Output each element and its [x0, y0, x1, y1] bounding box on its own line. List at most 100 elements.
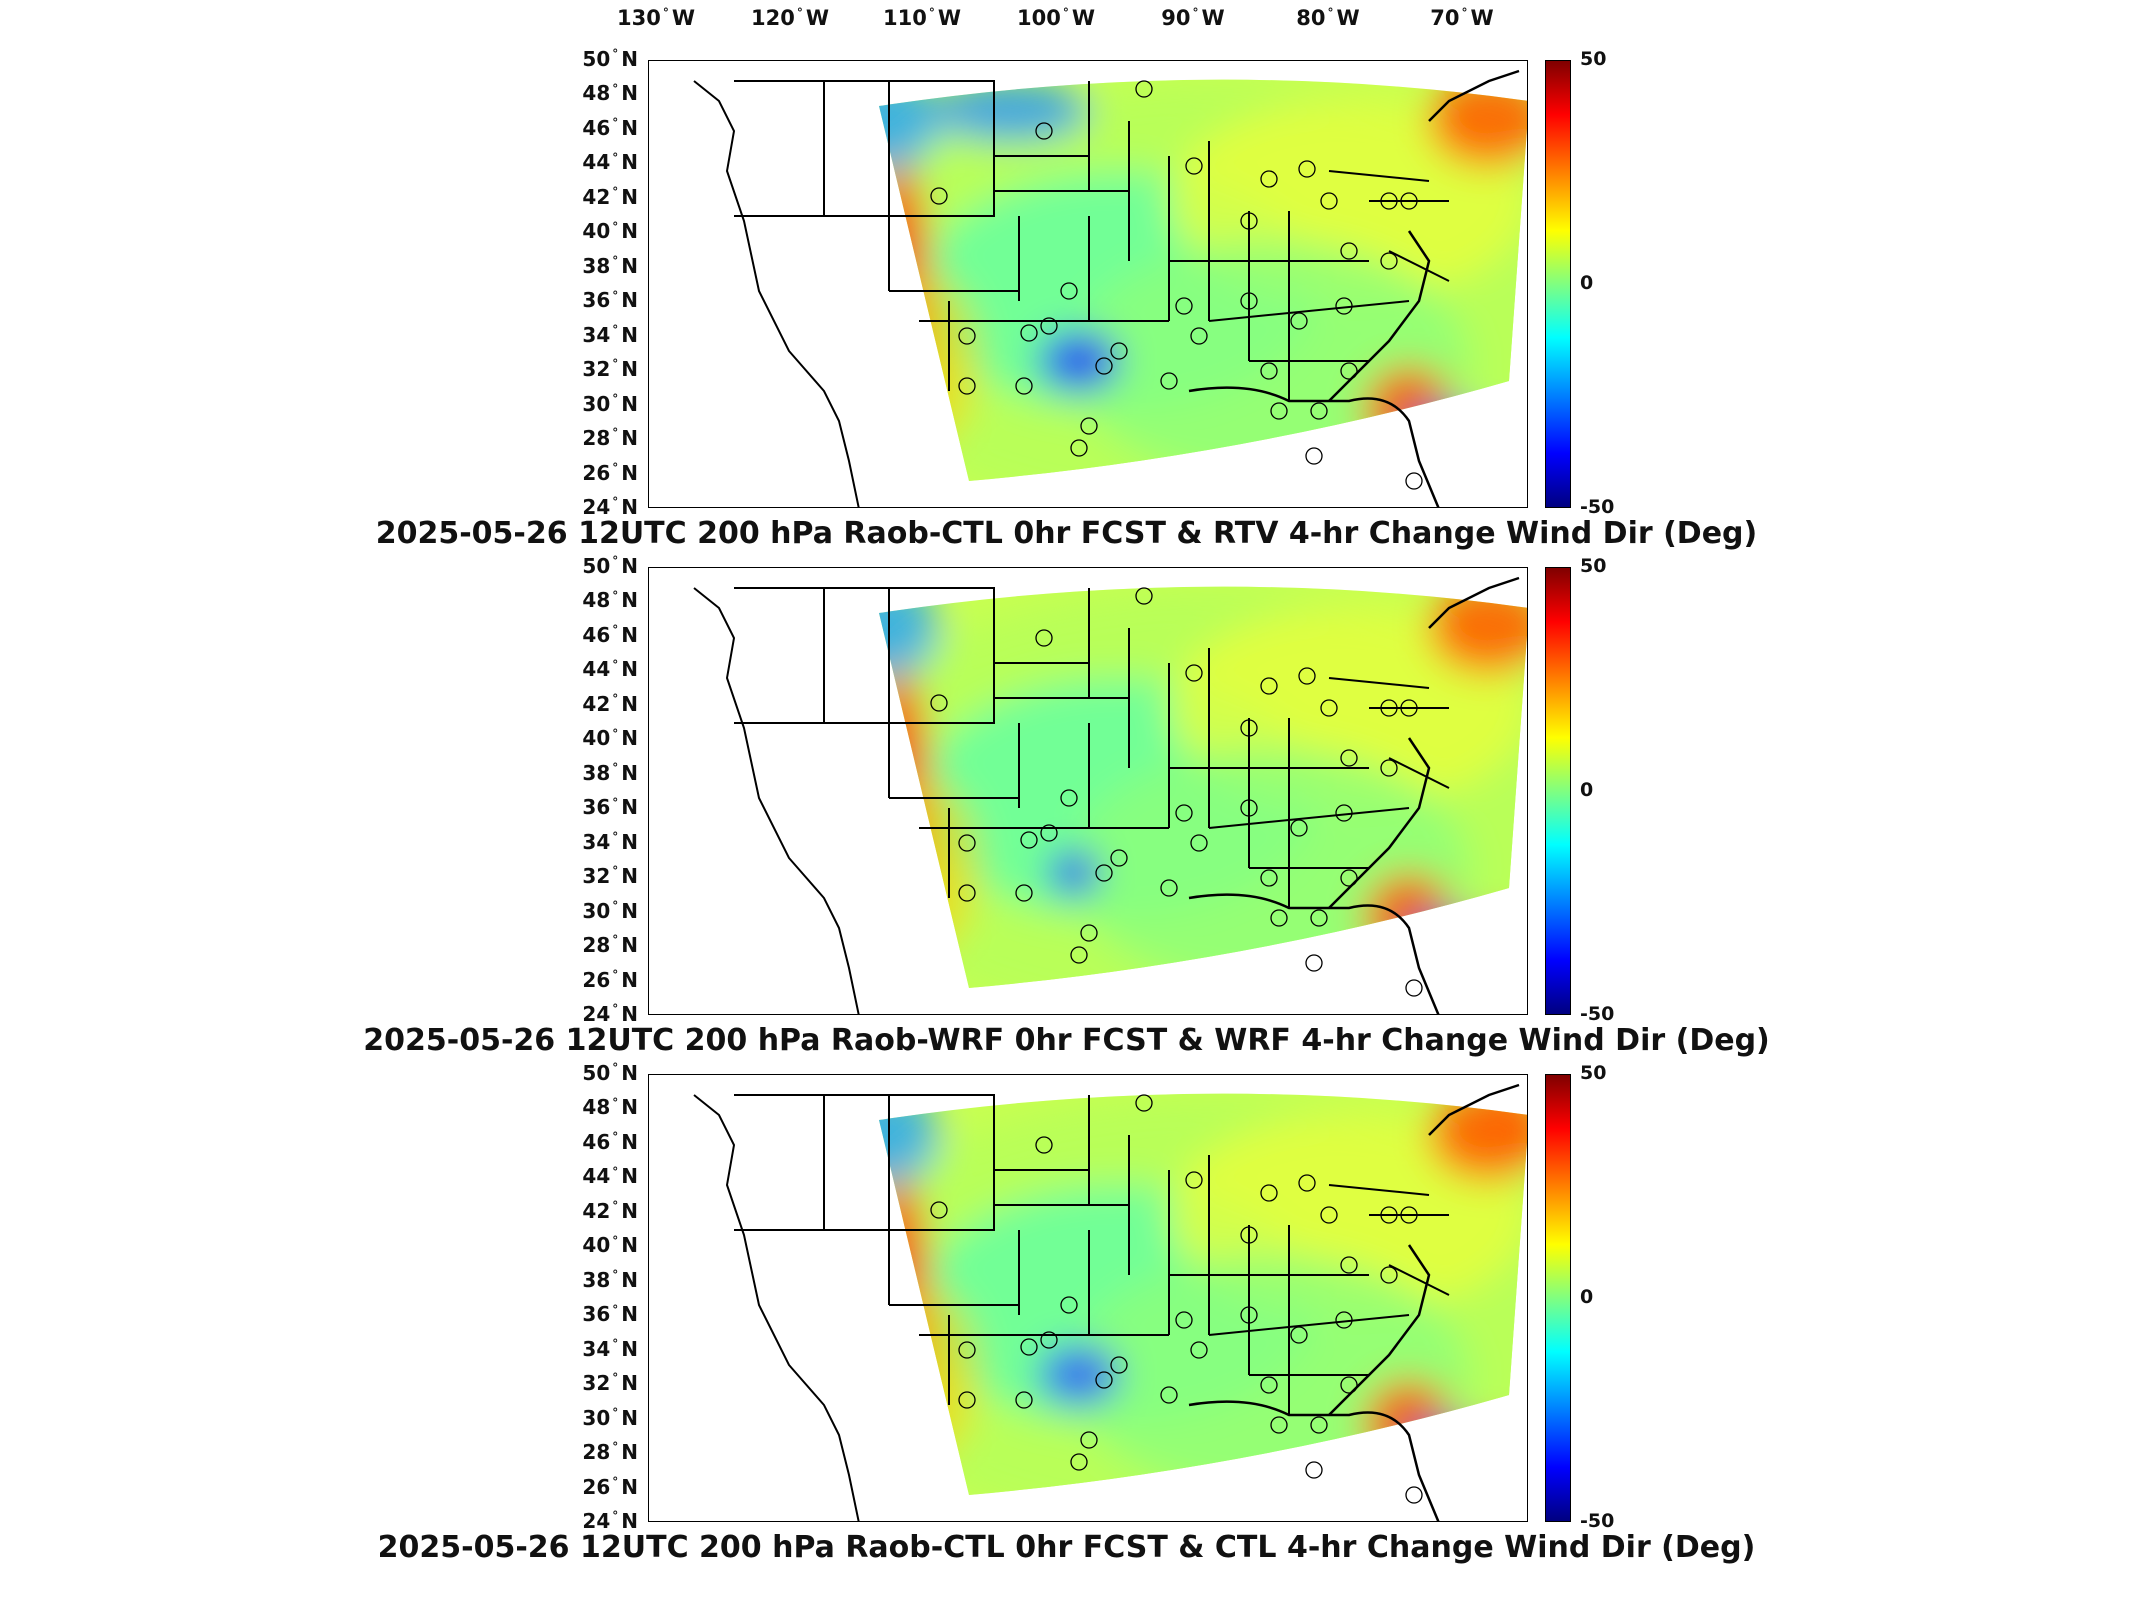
raob-station-marker: [1020, 324, 1038, 342]
colorbar-tick-label: 0: [1580, 1286, 1594, 1308]
lat-label: 34 ° N: [582, 322, 638, 347]
raob-station-marker: [1160, 879, 1178, 897]
panel-title: 2025-05-26 12UTC 200 hPa Raob-CTL 0hr FC…: [377, 1530, 1756, 1565]
lat-label: 36 ° N: [582, 1302, 638, 1327]
lat-label: 24 ° N: [582, 495, 638, 519]
lat-label: 28 ° N: [582, 1440, 638, 1465]
raob-station-marker: [1400, 192, 1418, 210]
raob-station-marker: [1305, 1461, 1323, 1479]
lat-label: 34 ° N: [582, 1336, 638, 1361]
colorbar-tick-label: -50: [1580, 1003, 1615, 1025]
raob-station-marker: [1080, 417, 1098, 435]
raob-station-marker: [1340, 242, 1358, 260]
raob-station-marker: [1080, 924, 1098, 942]
raob-station-marker: [1110, 342, 1128, 360]
raob-station-marker: [1190, 1341, 1208, 1359]
panel-title: 2025-05-26 12UTC 200 hPa Raob-WRF 0hr FC…: [363, 1023, 1770, 1058]
raob-station-marker: [1060, 282, 1078, 300]
raob-station-marker: [1185, 1171, 1203, 1189]
raob-station-marker: [1305, 447, 1323, 465]
raob-station-marker: [958, 1391, 976, 1409]
raob-station-marker: [1135, 1094, 1153, 1112]
raob-station-marker: [1040, 1331, 1058, 1349]
raob-station-marker: [1240, 212, 1258, 230]
map-plot-area: [648, 1074, 1528, 1522]
raob-station-marker: [930, 694, 948, 712]
raob-station-marker: [1340, 869, 1358, 887]
raob-station-marker: [1240, 1306, 1258, 1324]
raob-station-marker: [1380, 192, 1398, 210]
lat-label: 42 ° N: [582, 1198, 638, 1223]
raob-station-marker: [1160, 1386, 1178, 1404]
lat-label: 50 ° N: [582, 47, 638, 71]
raob-station-marker: [1135, 587, 1153, 605]
lat-label: 26 ° N: [582, 460, 638, 485]
raob-station-marker: [1298, 160, 1316, 178]
raob-station-marker: [1305, 954, 1323, 972]
colorbar: [1545, 1074, 1571, 1522]
lat-label: 44 ° N: [582, 1164, 638, 1189]
lon-label: 130 ° W: [616, 6, 696, 30]
raob-station-marker: [1190, 327, 1208, 345]
lat-label: 32 ° N: [582, 357, 638, 382]
lat-label: 24 ° N: [582, 1509, 638, 1533]
raob-station-marker: [1340, 1376, 1358, 1394]
raob-station-marker: [1260, 869, 1278, 887]
raob-station-marker: [1070, 946, 1088, 964]
lat-label: 42 ° N: [582, 691, 638, 716]
raob-station-marker: [1060, 1296, 1078, 1314]
raob-station-marker: [1260, 362, 1278, 380]
colorbar-tick-label: -50: [1580, 1510, 1615, 1532]
lat-label: 28 ° N: [582, 933, 638, 958]
raob-station-marker: [1185, 664, 1203, 682]
lon-label: 70 ° W: [1430, 6, 1494, 30]
raob-station-marker: [1095, 864, 1113, 882]
raob-station-marker: [1175, 1311, 1193, 1329]
lon-label: 90 ° W: [1161, 6, 1225, 30]
raob-station-marker: [1240, 799, 1258, 817]
lat-label: 34 ° N: [582, 829, 638, 854]
raob-station-marker: [1405, 979, 1423, 997]
raob-station-marker: [1095, 1371, 1113, 1389]
lat-label: 44 ° N: [582, 657, 638, 682]
colorbar-tick-label: 50: [1580, 555, 1607, 577]
raob-station-marker: [1335, 1311, 1353, 1329]
lat-label: 26 ° N: [582, 967, 638, 992]
lat-label: 24 ° N: [582, 1002, 638, 1026]
raob-station-marker: [958, 377, 976, 395]
colorbar-tick-label: -50: [1580, 496, 1615, 518]
map-plot-area: [648, 567, 1528, 1015]
raob-station-marker: [1240, 292, 1258, 310]
lat-label: 48 ° N: [582, 1095, 638, 1120]
raob-station-marker: [1298, 1174, 1316, 1192]
raob-station-marker: [1310, 1416, 1328, 1434]
lat-label: 40 ° N: [582, 1233, 638, 1258]
raob-station-marker: [1405, 1486, 1423, 1504]
colorbar-tick-label: 0: [1580, 779, 1594, 801]
raob-station-marker: [958, 327, 976, 345]
raob-station-marker: [1240, 1226, 1258, 1244]
raob-station-marker: [1035, 1136, 1053, 1154]
lat-label: 30 ° N: [582, 1405, 638, 1430]
longitude-axis: 130 ° W 120 ° W 110 ° W 100 ° W 90 ° W 80 ° W 70 ° W: [0, 0, 2133, 40]
raob-station-marker: [1110, 1356, 1128, 1374]
lat-label: 48 ° N: [582, 588, 638, 613]
raob-station-marker: [1135, 80, 1153, 98]
lat-label: 46 ° N: [582, 622, 638, 647]
raob-station-marker: [958, 884, 976, 902]
raob-station-marker: [958, 834, 976, 852]
lat-label: 44 ° N: [582, 150, 638, 175]
lat-label: 36 ° N: [582, 795, 638, 820]
lat-label: 32 ° N: [582, 1371, 638, 1396]
raob-station-marker: [1175, 804, 1193, 822]
raob-station-marker: [1310, 909, 1328, 927]
raob-station-marker: [930, 187, 948, 205]
raob-station-marker: [1400, 1206, 1418, 1224]
raob-station-marker: [958, 1341, 976, 1359]
lon-label: 100 ° W: [1016, 6, 1096, 30]
raob-station-marker: [1040, 824, 1058, 842]
raob-station-marker: [1405, 472, 1423, 490]
raob-station-marker: [1185, 157, 1203, 175]
lat-label: 46 ° N: [582, 115, 638, 140]
raob-station-marker: [1035, 122, 1053, 140]
